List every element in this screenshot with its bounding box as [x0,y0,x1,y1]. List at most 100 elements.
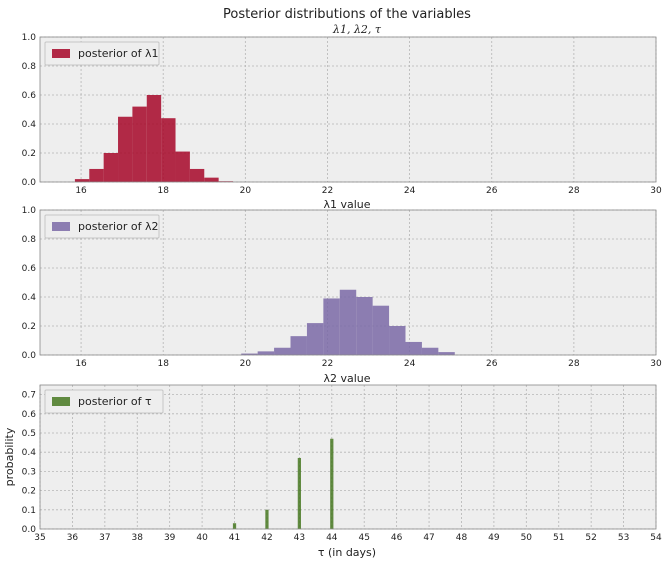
lambda1-xtick-label: 16 [75,186,87,196]
tau-ytick-label: 0.3 [22,467,36,477]
tau-xtick-label: 50 [521,533,533,543]
lambda1-histogram-bar [89,168,104,182]
lambda1-legend-swatch [52,49,70,58]
tau-histogram-bar [232,523,237,529]
lambda2-xtick-label: 20 [240,359,252,369]
lambda1-histogram-bar [175,151,190,182]
lambda1-xtick-label: 28 [568,186,580,196]
lambda2-xtick-label: 16 [75,359,87,369]
tau-axes-frame [39,384,657,530]
lambda2-histogram-bar [274,347,291,355]
lambda2-axes-frame [39,209,657,356]
tau-xlabel: τ (in days) [318,546,376,559]
tau-xtick-label: 43 [294,533,305,543]
lambda2-histogram-bar [339,289,357,355]
lambda1-histogram-bar [204,177,219,182]
tau-xtick-label: 51 [553,533,564,543]
lambda1-histogram-bar [74,179,90,182]
lambda2-histogram-bar [290,336,307,355]
lambda2-ytick-label: 0.6 [22,264,37,274]
lambda1-xlabel: λ1 value [323,198,370,211]
lambda2-xtick-label: 22 [322,359,333,369]
tau-xtick-label: 53 [618,533,629,543]
tau-histogram-bar [297,457,301,529]
lambda1-legend: posterior of λ1 [44,41,160,66]
lambda2-histogram-bar [372,305,390,355]
tau-xtick-label: 41 [229,533,240,543]
lambda1-ytick-label: 1.0 [22,33,37,43]
tau-panel: 35 36 37 38 39 40 41 42 43 44 45 46 47 48 49 50 51 52 53 54… [22,384,662,543]
lambda2-panel: 16 18 20 22 24 26 28 30 0.0 0.2 0.4 0.6 0.8 1.0 poster… [22,206,662,369]
tau-legend: posterior of τ [44,389,164,414]
tau-xtick-label: 38 [132,533,144,543]
tau-xtick-label: 44 [326,533,338,543]
tau-xtick-label: 52 [585,533,596,543]
lambda1-histogram-bar [103,153,119,182]
tau-histogram-bar [330,438,334,529]
lambda1-xtick-label: 22 [322,186,333,196]
lambda2-histogram-bar [389,326,406,355]
tau-xtick-label: 36 [67,533,79,543]
tau-ytick-label: 0.2 [22,487,36,497]
lambda2-histogram-bar [257,351,275,355]
figure-title: Posterior distributions of the variables [223,7,471,22]
lambda1-ytick-label: 0.6 [22,91,37,101]
tau-legend-label: posterior of τ [78,395,152,408]
tau-histogram-bar [265,509,269,529]
lambda2-legend-box [44,214,160,239]
lambda2-histogram-bar [405,341,422,355]
lambda2-ytick-label: 0.8 [22,235,37,245]
lambda2-xtick-label: 18 [157,359,169,369]
tau-xtick-label: 45 [358,533,369,543]
tau-ytick-label: 0.1 [22,506,36,516]
lambda2-xtick-label: 28 [568,359,580,369]
tau-xtick-label: 47 [423,533,434,543]
tau-xtick-label: 39 [164,533,176,543]
lambda1-ytick-label: 0.8 [22,62,37,72]
lambda2-histogram-bar [356,297,373,355]
tau-ytick-label: 0.6 [22,410,37,420]
figure-subtitle: λ1, λ2, τ [332,23,382,36]
lambda2-xtick-label: 26 [486,359,498,369]
tau-xtick-label: 49 [488,533,500,543]
lambda2-ytick-label: 0.0 [22,351,37,361]
tau-ytick-label: 0.7 [22,391,36,401]
tau-xtick-label: 37 [99,533,110,543]
tau-ylabel: probability [3,427,16,486]
lambda2-histogram-bar [241,353,258,355]
tau-xtick-label: 40 [196,533,208,543]
lambda1-ytick-label: 0.0 [22,178,37,188]
lambda2-legend-label: posterior of λ2 [78,220,158,233]
tau-ytick-label: 0.0 [22,525,37,535]
lambda2-xtick-label: 30 [650,359,662,369]
lambda2-histogram-bar [421,347,439,355]
lambda2-histogram-bar [306,323,324,355]
lambda1-ytick-label: 0.2 [22,149,36,159]
lambda1-histogram-bar [189,168,205,182]
lambda1-xtick-label: 20 [240,186,252,196]
tau-xtick-label: 48 [456,533,468,543]
lambda2-xtick-label: 24 [404,359,416,369]
lambda2-legend: posterior of λ2 [44,214,160,239]
tau-ytick-label: 0.5 [22,429,36,439]
lambda1-xtick-label: 30 [650,186,662,196]
lambda2-ytick-label: 0.4 [22,293,37,303]
lambda1-xtick-label: 26 [486,186,498,196]
lambda2-legend-swatch [52,222,70,231]
tau-xtick-label: 42 [261,533,272,543]
lambda1-axes-frame [39,36,657,183]
lambda1-xtick-label: 18 [157,186,169,196]
lambda1-histogram-bar [161,118,176,182]
lambda1-xtick-label: 24 [404,186,416,196]
lambda2-histogram-bar [438,352,455,355]
lambda1-histogram-bar [118,116,133,182]
lambda1-histogram-bar [132,106,147,182]
tau-xtick-label: 35 [34,533,45,543]
tau-legend-box [44,389,164,414]
lambda2-xlabel: λ2 value [323,372,370,385]
lambda2-ytick-label: 0.2 [22,322,36,332]
lambda1-legend-box [44,41,160,66]
tau-xtick-label: 54 [650,533,662,543]
lambda1-legend-label: posterior of λ1 [78,47,158,60]
